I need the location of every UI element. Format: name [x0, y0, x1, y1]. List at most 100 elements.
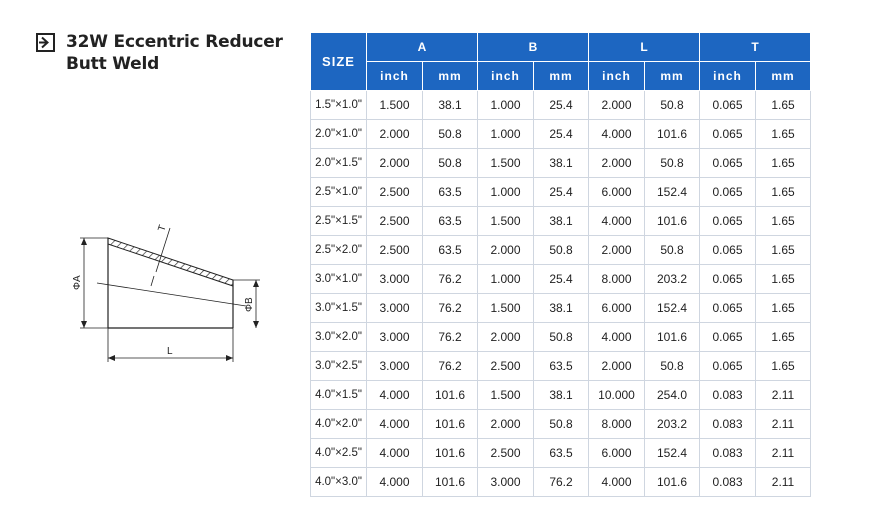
unit-header: mm [533, 61, 589, 91]
table-cell: 101.6 [644, 206, 700, 236]
table-cell: 50.8 [533, 322, 589, 352]
size-cell: 3.0"×2.0" [310, 322, 367, 352]
label-t: T [156, 224, 168, 233]
table-cell: 4.000 [366, 467, 423, 497]
table-row: 2.5"×1.0" 2.500 63.5 1.000 25.4 6.000 152.4 0.0… [310, 177, 811, 207]
table-cell: 1.65 [755, 264, 811, 294]
table-cell: 2.500 [477, 438, 534, 468]
label-l: L [167, 346, 173, 357]
table-cell: 0.065 [699, 119, 756, 149]
reducer-diagram: T ΦA ΦB L [72, 224, 260, 362]
table-cell: 76.2 [422, 351, 478, 381]
size-cell: 4.0"×2.5" [310, 438, 367, 468]
table-cell: 3.000 [366, 264, 423, 294]
table-cell: 4.000 [588, 119, 645, 149]
table-cell: 2.11 [755, 438, 811, 468]
group-header-l: L [588, 32, 700, 62]
table-cell: 25.4 [533, 119, 589, 149]
table-cell: 63.5 [422, 206, 478, 236]
size-header: SIZE [310, 32, 367, 91]
table-cell: 38.1 [533, 148, 589, 178]
table-cell: 3.000 [477, 467, 534, 497]
table-cell: 2.000 [477, 409, 534, 439]
size-cell: 4.0"×1.5" [310, 380, 367, 410]
table-cell: 1.500 [477, 206, 534, 236]
table-cell: 38.1 [533, 206, 589, 236]
table-cell: 152.4 [644, 438, 700, 468]
table-cell: 4.000 [588, 206, 645, 236]
table-cell: 3.000 [366, 351, 423, 381]
table-cell: 101.6 [422, 409, 478, 439]
table-cell: 101.6 [422, 467, 478, 497]
reducer-wall [107, 237, 234, 287]
table-cell: 3.000 [366, 293, 423, 323]
spec-table: SIZE A B L T inch mm inch mm inch mm inc… [310, 32, 811, 497]
title-line-1: 32W Eccentric Reducer [66, 32, 283, 52]
group-header-a: A [366, 32, 478, 62]
table-cell: 4.000 [366, 380, 423, 410]
table-cell: 0.065 [699, 264, 756, 294]
table-cell: 2.000 [588, 235, 645, 265]
table-cell: 0.083 [699, 409, 756, 439]
table-cell: 1.000 [477, 177, 534, 207]
arrow-right-box-icon [36, 32, 55, 52]
table-cell: 101.6 [644, 467, 700, 497]
unit-header: mm [422, 61, 478, 91]
table-cell: 2.500 [366, 206, 423, 236]
table-cell: 2.000 [366, 119, 423, 149]
table-cell: 2.500 [477, 351, 534, 381]
table-cell: 1.65 [755, 293, 811, 323]
table-cell: 2.000 [588, 351, 645, 381]
table-cell: 76.2 [422, 322, 478, 352]
dimension-t [150, 227, 171, 287]
size-cell: 3.0"×1.0" [310, 264, 367, 294]
table-cell: 254.0 [644, 380, 700, 410]
size-cell: 3.0"×1.5" [310, 293, 367, 323]
table-cell: 152.4 [644, 177, 700, 207]
group-header-t: T [699, 32, 811, 62]
table-cell: 76.2 [422, 264, 478, 294]
table-cell: 1.500 [477, 148, 534, 178]
table-cell: 2.000 [588, 148, 645, 178]
table-cell: 0.083 [699, 380, 756, 410]
table-cell: 0.065 [699, 206, 756, 236]
table-cell: 4.000 [588, 322, 645, 352]
size-cell: 2.5"×2.0" [310, 235, 367, 265]
table-cell: 25.4 [533, 177, 589, 207]
table-cell: 76.2 [422, 293, 478, 323]
table-cell: 50.8 [422, 119, 478, 149]
table-row: 2.5"×1.5" 2.500 63.5 1.500 38.1 4.000 101.6 0.0… [310, 206, 811, 236]
table-cell: 2.11 [755, 380, 811, 410]
table-cell: 38.1 [533, 293, 589, 323]
table-cell: 1.500 [477, 380, 534, 410]
table-cell: 2.000 [366, 148, 423, 178]
table-cell: 0.065 [699, 322, 756, 352]
title-line-2: Butt Weld [66, 54, 160, 74]
table-cell: 76.2 [533, 467, 589, 497]
table-cell: 1.65 [755, 206, 811, 236]
table-cell: 63.5 [422, 235, 478, 265]
table-cell: 1.000 [477, 119, 534, 149]
table-cell: 203.2 [644, 264, 700, 294]
size-cell: 2.5"×1.0" [310, 177, 367, 207]
table-cell: 2.000 [477, 235, 534, 265]
table-cell: 63.5 [422, 177, 478, 207]
table-cell: 2.11 [755, 409, 811, 439]
table-cell: 6.000 [588, 177, 645, 207]
table-cell: 2.000 [477, 322, 534, 352]
table-cell: 4.000 [588, 467, 645, 497]
table-cell: 50.8 [533, 235, 589, 265]
table-cell: 2.11 [755, 467, 811, 497]
page-title: 32W Eccentric Reducer Butt Weld [36, 32, 306, 74]
table-cell: 101.6 [422, 380, 478, 410]
size-cell: 4.0"×2.0" [310, 409, 367, 439]
table-row: 3.0"×2.0" 3.000 76.2 2.000 50.8 4.000 101.6 0.0… [310, 322, 811, 352]
table-cell: 50.8 [644, 351, 700, 381]
table-row: 1.5"×1.0" 1.500 38.1 1.000 25.4 2.000 50.8 0.06… [310, 90, 811, 120]
table-cell: 50.8 [422, 148, 478, 178]
table-cell: 0.065 [699, 148, 756, 178]
table-cell: 3.000 [366, 322, 423, 352]
table-cell: 2.500 [366, 177, 423, 207]
table-row: 2.5"×2.0" 2.500 63.5 2.000 50.8 2.000 50.8 0.06… [310, 235, 811, 265]
table-cell: 1.65 [755, 351, 811, 381]
